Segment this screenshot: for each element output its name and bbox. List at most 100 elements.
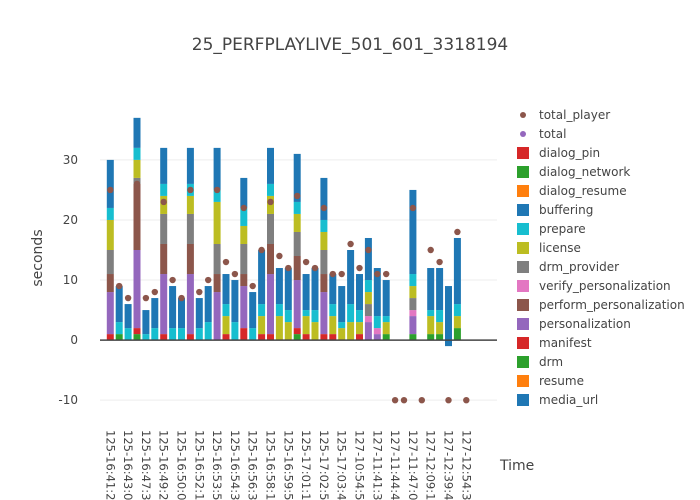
bar-segment-drm	[293, 334, 301, 341]
legend-label: resume	[539, 373, 584, 388]
bar-segment-prepare	[338, 322, 346, 329]
legend-item-total[interactable]: total	[515, 124, 685, 143]
bar-segment-perform_personalization	[186, 243, 194, 275]
bar-segment-license	[356, 322, 363, 335]
marker-total_player	[169, 276, 176, 284]
marker-total_player	[160, 198, 167, 206]
x-tick-label: 125-16:59:55	[281, 430, 295, 500]
y-tick-label: 0	[70, 333, 78, 347]
legend-item-dialog_pin[interactable]: dialog_pin	[515, 143, 685, 162]
bar-segment-prepare	[258, 304, 266, 317]
legend-item-drm_provider[interactable]: drm_provider	[515, 257, 685, 276]
legend-swatch	[517, 260, 529, 273]
bar-segment-personalization	[160, 274, 168, 335]
legend-item-buffering[interactable]: buffering	[515, 200, 685, 219]
legend-label: manifest	[539, 335, 592, 350]
legend-label: buffering	[539, 202, 594, 217]
bar-segment-prepare	[293, 201, 301, 214]
bar-segment-perform_personalization	[320, 274, 328, 293]
bar-segment-buffering	[151, 298, 159, 329]
bar-segment-personalization	[364, 322, 372, 341]
marker-total_player	[365, 246, 372, 254]
legend-label: drm_provider	[539, 259, 620, 274]
legend-item-prepare[interactable]: prepare	[515, 219, 685, 238]
bar-segment-media_url	[445, 340, 452, 347]
bar-segment-license	[284, 322, 292, 341]
bar-segment-prepare	[249, 328, 257, 341]
bar-segment-license	[382, 322, 390, 335]
x-tick-label: 127-12:39:45	[442, 430, 456, 500]
bar-segment-license	[258, 316, 266, 335]
x-tick-label: 125-17:01:11	[299, 430, 313, 500]
legend-swatch	[517, 374, 529, 387]
bar-segment-prepare	[329, 304, 337, 317]
legend-item-media_url[interactable]: media_url	[515, 390, 685, 409]
bar-segment-buffering	[427, 268, 435, 311]
legend-label: prepare	[539, 221, 586, 236]
bar-segment-license	[240, 225, 248, 244]
legend-item-license[interactable]: license	[515, 238, 685, 257]
y-tick-label: -10	[58, 393, 78, 407]
legend-swatch	[517, 241, 529, 254]
legend-swatch	[517, 203, 529, 216]
bar-segment-prepare	[178, 328, 185, 341]
legend-item-perform_personalization[interactable]: perform_personalization	[515, 295, 685, 314]
y-tick-label: 20	[63, 213, 78, 227]
legend-item-personalization[interactable]: personalization	[515, 314, 685, 333]
legend-item-dialog_network[interactable]: dialog_network	[515, 162, 685, 181]
legend-label: drm	[539, 354, 564, 369]
bar-segment-drm	[453, 328, 461, 341]
x-tick-label: 127-12:54:30	[459, 430, 473, 500]
bar-segment-verify_personalization	[409, 310, 417, 317]
bar-segment-prepare	[436, 310, 444, 323]
legend-item-resume[interactable]: resume	[515, 371, 685, 390]
bar-segment-drm	[115, 334, 123, 341]
legend: total_player total dialog_pin dialog_networ…	[515, 105, 685, 409]
bar-segment-license	[338, 328, 346, 341]
bar-segment-manifest	[258, 334, 266, 341]
bar-segment-prepare	[231, 322, 239, 341]
bar-segment-perform_personalization	[240, 274, 248, 287]
bar-segment-prepare	[302, 310, 310, 317]
legend-item-dialog_resume[interactable]: dialog_resume	[515, 181, 685, 200]
bar-segment-license	[320, 231, 328, 250]
legend-swatch	[517, 336, 529, 349]
bar-segment-license	[302, 316, 310, 335]
bar-segment-prepare	[364, 280, 372, 293]
bar-segment-buffering	[364, 237, 372, 281]
legend-item-total_player[interactable]: total_player	[515, 105, 685, 124]
bar-segment-personalization	[106, 292, 114, 335]
x-tick-label: 125-17:02:52	[317, 430, 331, 500]
marker-total_player	[142, 294, 150, 302]
bar-segment-buffering	[169, 286, 177, 329]
bar-segment-license	[222, 316, 230, 335]
marker-total_player	[445, 396, 452, 404]
y-axis-label: seconds	[30, 229, 46, 286]
bar-segment-buffering	[320, 177, 328, 220]
bar-segment-manifest	[320, 334, 328, 341]
bar-segment-prepare	[453, 304, 461, 317]
legend-item-verify_personalization[interactable]: verify_personalization	[515, 276, 685, 295]
bar-segment-drm_provider	[160, 213, 168, 244]
legend-swatch	[517, 146, 529, 159]
bar-segment-manifest	[106, 334, 114, 341]
bar-segment-buffering	[275, 268, 283, 305]
x-tick-label: 127-10:54:52	[353, 430, 367, 500]
bar-segment-drm	[409, 334, 417, 341]
x-axis-label: Time	[499, 458, 534, 474]
bar-segment-buffering	[338, 286, 346, 323]
bar-segment-verify_personalization	[364, 316, 372, 323]
legend-item-manifest[interactable]: manifest	[515, 333, 685, 352]
bar-segment-license	[329, 316, 337, 335]
bar-segment-manifest	[302, 334, 310, 341]
bar-segment-license	[427, 316, 435, 335]
x-tick-label: 125-16:53:52	[210, 430, 224, 500]
legend-item-drm[interactable]: drm	[515, 352, 685, 371]
bar-segment-prepare	[169, 328, 177, 341]
bar-segment-perform_personalization	[213, 274, 221, 293]
x-tick-label: 127-12:09:12	[424, 430, 438, 500]
bar-segment-prepare	[106, 207, 114, 220]
legend-label: dialog_resume	[539, 183, 627, 198]
bar-segment-prepare	[427, 310, 435, 317]
